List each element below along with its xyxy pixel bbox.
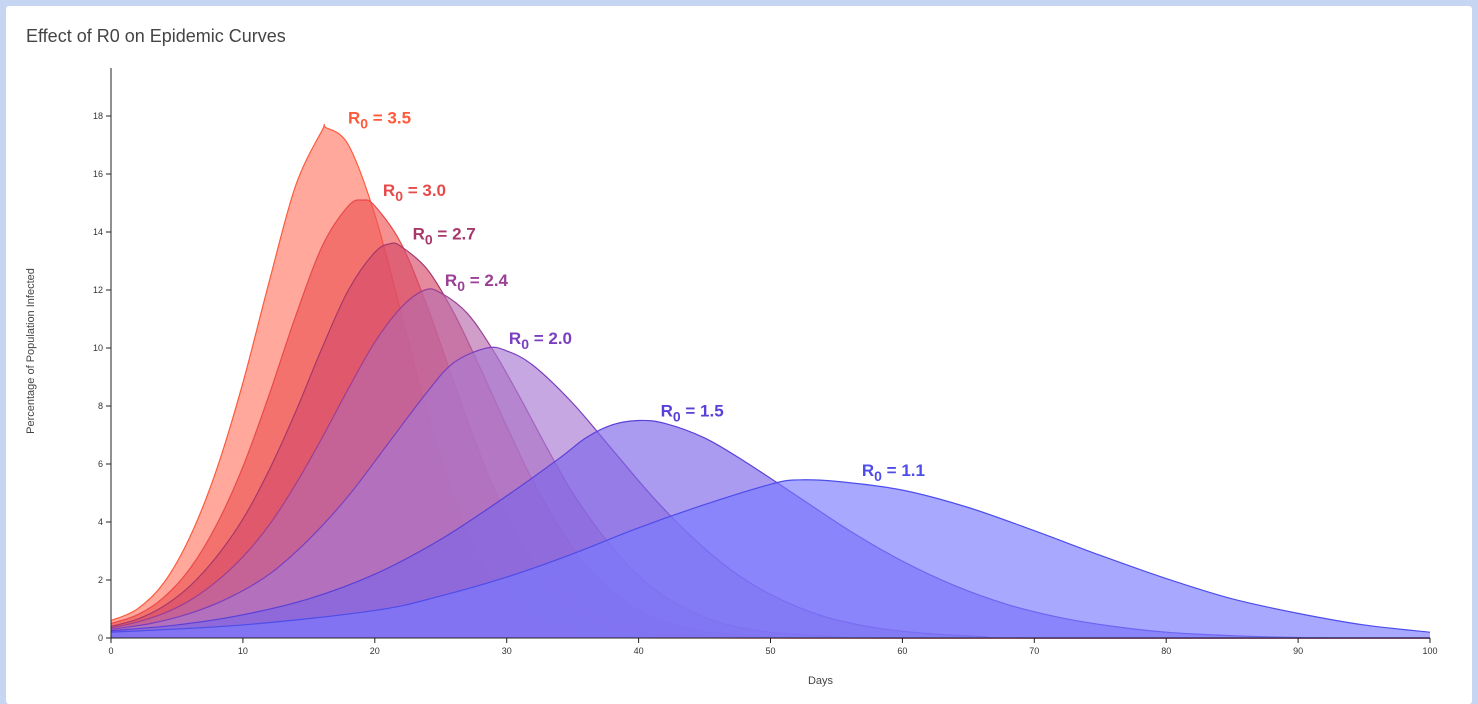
series-label-4: R0 = 2.0 bbox=[509, 329, 572, 352]
y-tick-label: 8 bbox=[98, 401, 103, 411]
series-label-6: R0 = 1.1 bbox=[862, 461, 925, 484]
x-tick-label: 40 bbox=[634, 646, 644, 656]
y-tick-label: 10 bbox=[93, 343, 103, 353]
chart-areas bbox=[110, 123, 1431, 639]
x-tick-label: 0 bbox=[108, 646, 113, 656]
y-axis-label: Percentage of Population Infected bbox=[25, 268, 37, 434]
series-label-3: R0 = 2.4 bbox=[445, 271, 509, 294]
series-label-0: R0 = 3.5 bbox=[348, 109, 411, 132]
y-tick-label: 18 bbox=[93, 111, 103, 121]
y-tick-label: 14 bbox=[93, 227, 103, 237]
chart-axes: 0 10 20 30 40 50 60 70 80 90 100 0 2 4 6 8 10 12 14 16 18 Day… bbox=[25, 68, 1438, 687]
series-label-1: R0 = 3.0 bbox=[383, 181, 446, 204]
y-tick-label: 0 bbox=[98, 633, 103, 643]
x-tick-label: 80 bbox=[1161, 646, 1171, 656]
x-tick-label: 70 bbox=[1029, 646, 1039, 656]
x-axis-label: Days bbox=[808, 675, 834, 687]
series-line-6 bbox=[110, 479, 1431, 633]
y-tick-label: 4 bbox=[98, 517, 103, 527]
series-label-5: R0 = 1.5 bbox=[661, 402, 724, 425]
series-label-2: R0 = 2.7 bbox=[413, 225, 476, 248]
y-tick-label: 12 bbox=[93, 285, 103, 295]
y-tick-label: 16 bbox=[93, 169, 103, 179]
series-area-6 bbox=[111, 479, 1430, 638]
chart-title: Effect of R0 on Epidemic Curves bbox=[26, 26, 286, 46]
x-tick-label: 60 bbox=[897, 646, 907, 656]
y-tick-label: 6 bbox=[98, 459, 103, 469]
x-tick-label: 20 bbox=[370, 646, 380, 656]
x-tick-label: 50 bbox=[765, 646, 775, 656]
x-tick-label: 10 bbox=[238, 646, 248, 656]
x-tick-label: 100 bbox=[1422, 646, 1437, 656]
x-tick-label: 30 bbox=[502, 646, 512, 656]
x-tick-label: 90 bbox=[1293, 646, 1303, 656]
y-tick-label: 2 bbox=[98, 575, 103, 585]
curve-labels: R0 = 3.5 R0 = 3.0 R0 = 2.7 R0 = 2.4 R0 = 2.0… bbox=[348, 109, 925, 484]
